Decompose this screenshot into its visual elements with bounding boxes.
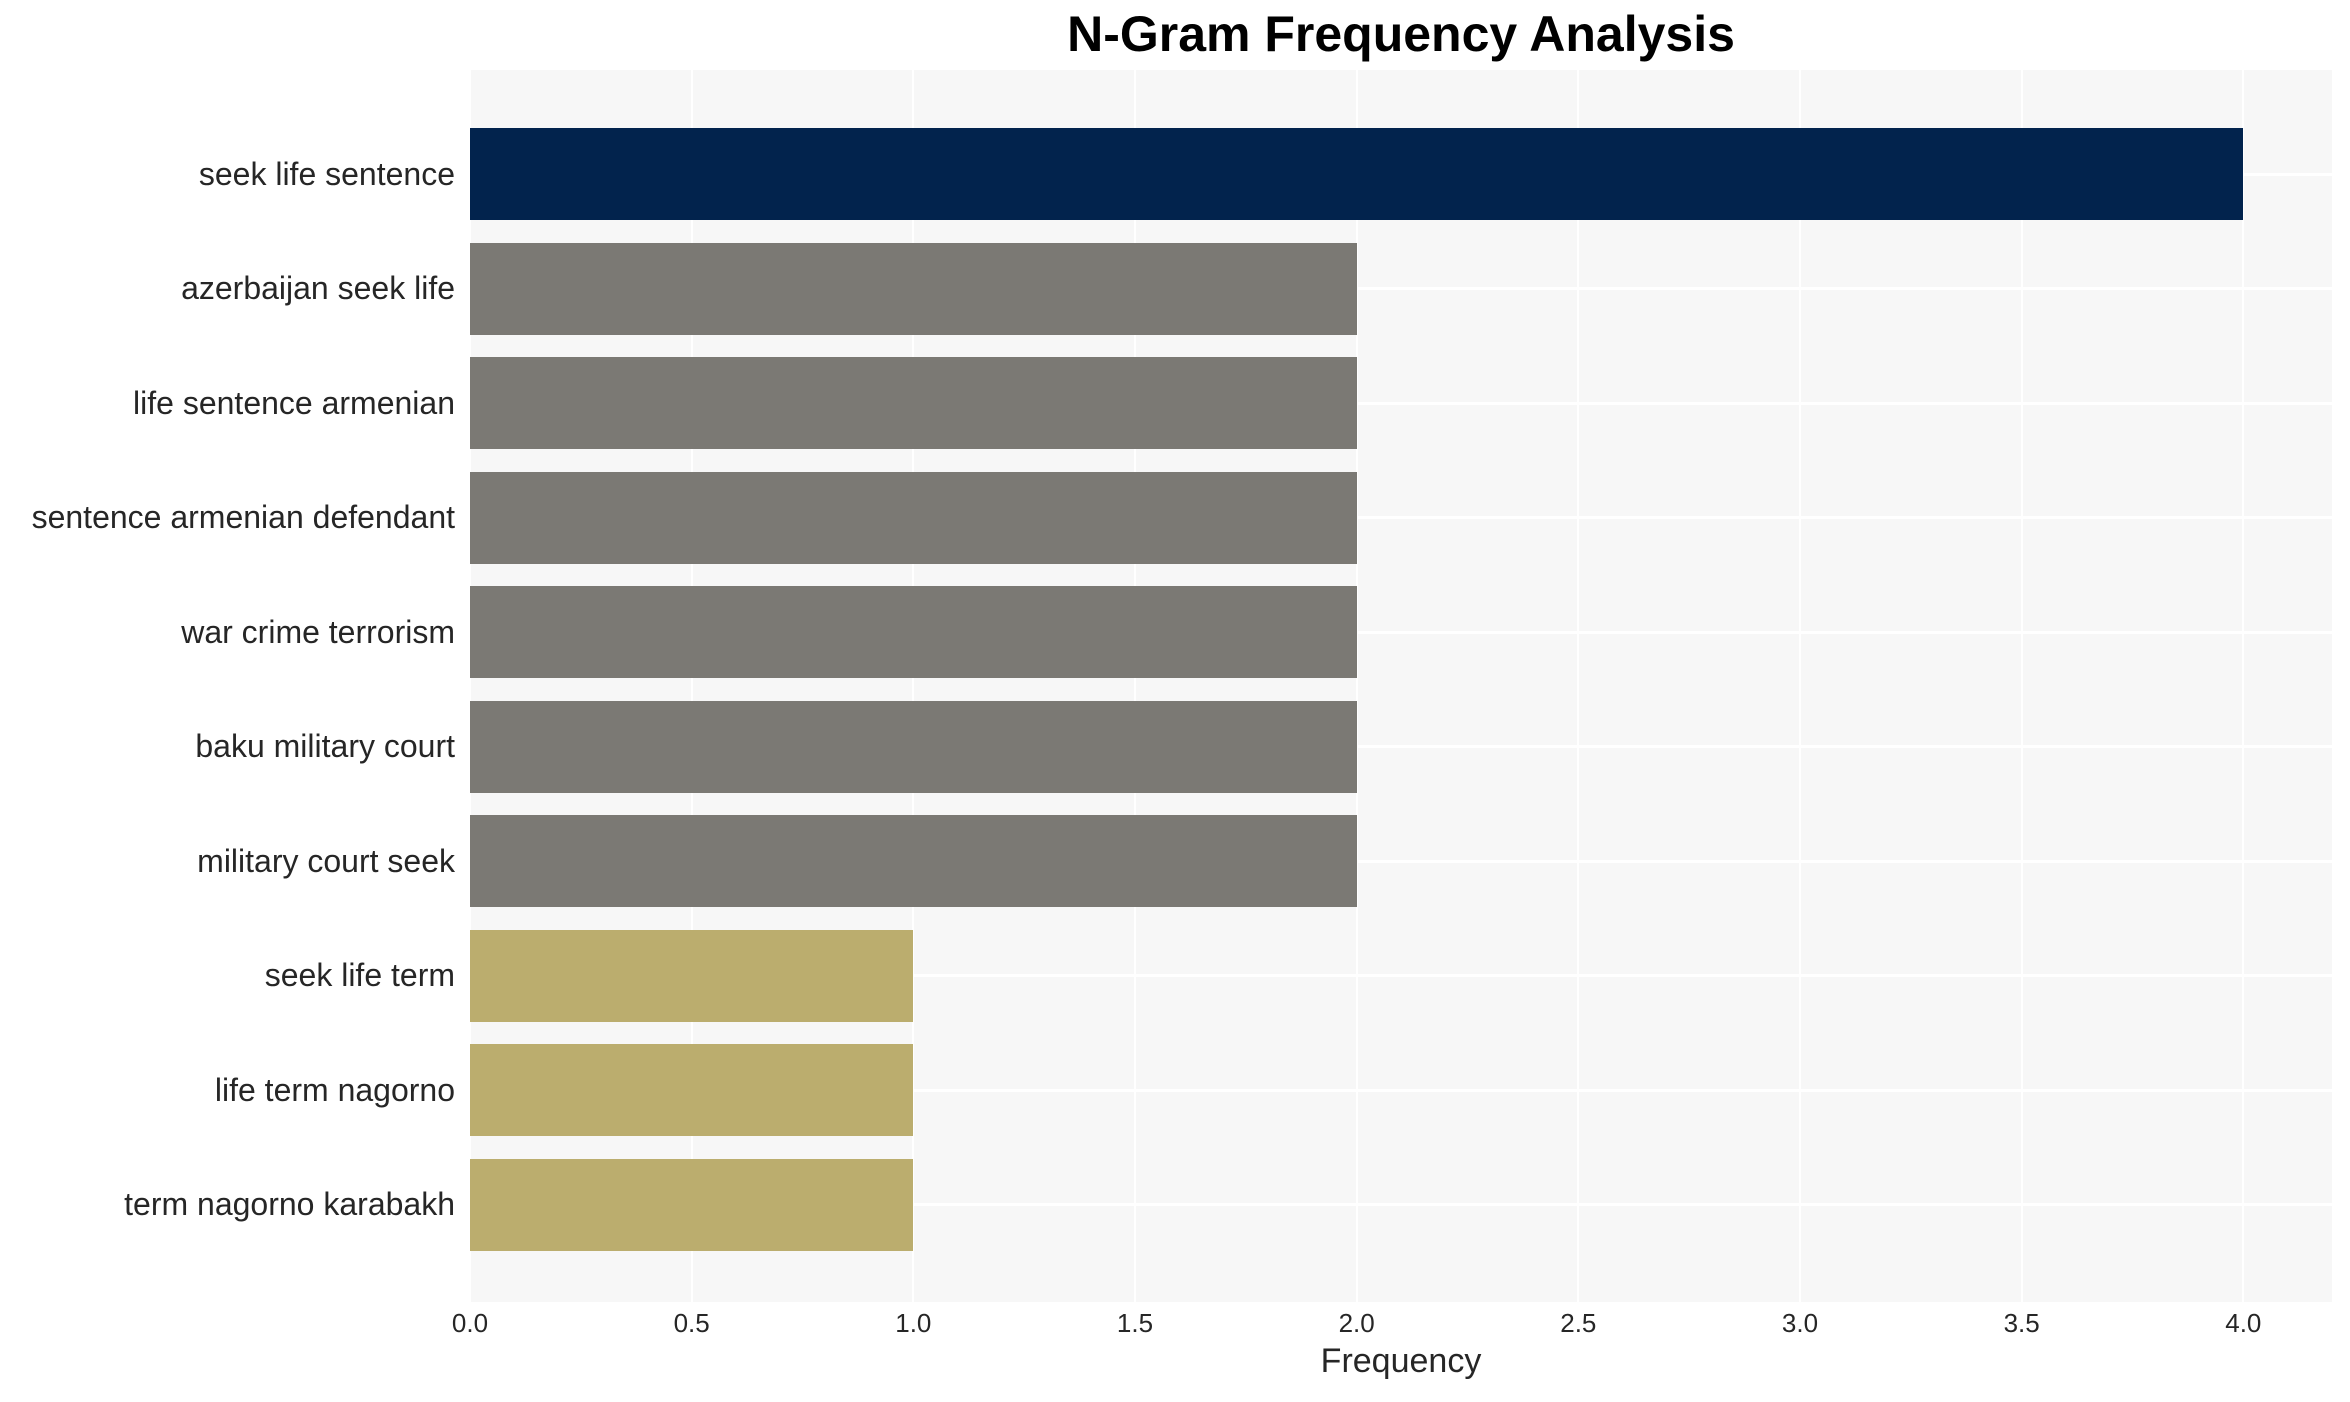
chart-title: N-Gram Frequency Analysis [1067, 6, 1735, 62]
vertical-gridline [469, 70, 471, 1302]
bar-row: life sentence armenian [0, 346, 2350, 461]
x-tick-label: 3.5 [2003, 1308, 2040, 1338]
category-label: seek life term [264, 957, 455, 994]
bar-track [470, 461, 2332, 576]
bar-row: seek life term [0, 919, 2350, 1034]
bar-track [470, 575, 2332, 690]
x-tick-label: 2.0 [1338, 1308, 1375, 1338]
x-tick-label: 0.5 [673, 1308, 710, 1338]
x-axis-label: Frequency [1320, 1342, 1482, 1380]
x-axis-ticks: 0.0 0.5 1.0 1.5 2.0 2.5 3.0 3.5 4.0 [452, 1308, 2332, 1340]
bar [470, 1044, 914, 1137]
vertical-gridline [1577, 70, 1580, 1302]
bar-track [470, 804, 2332, 919]
vertical-gridline [690, 70, 693, 1302]
x-tick-label: 0.0 [451, 1308, 489, 1338]
bar-track [470, 117, 2332, 232]
category-label: life sentence armenian [133, 384, 455, 421]
x-tick-label: 4.0 [2225, 1308, 2262, 1338]
bar-row: sentence armenian defendant [0, 461, 2350, 576]
x-tick-label: 1.5 [1116, 1308, 1154, 1338]
horizontal-gridline [470, 287, 2332, 291]
vertical-gridline [2020, 70, 2023, 1302]
bar [470, 128, 2244, 221]
x-tick-label: 1.0 [895, 1308, 932, 1338]
bar-track [470, 919, 2332, 1034]
bar-row: baku military court [0, 690, 2350, 805]
bar-row: term nagorno karabakh [0, 1148, 2350, 1263]
vertical-gridline [2242, 70, 2245, 1302]
bar-track [470, 1148, 2332, 1263]
horizontal-gridline [470, 859, 2332, 863]
vertical-gridline [1799, 70, 1801, 1302]
category-label: sentence armenian defendant [31, 499, 455, 536]
category-label: seek life sentence [198, 155, 455, 192]
bar-row: war crime terrorism [0, 575, 2350, 690]
category-label: military court seek [197, 842, 455, 879]
bar-row: seek life sentence [0, 117, 2350, 232]
category-label: term nagorno karabakh [124, 1186, 455, 1223]
bar [470, 586, 1357, 679]
bar-row: military court seek [0, 804, 2350, 919]
bar-track [470, 1033, 2332, 1148]
bar-rows: seek life sentence azerbaijan seek life li… [0, 117, 2350, 1262]
bar [470, 1158, 914, 1251]
bar-track [470, 346, 2332, 461]
category-label: baku military court [195, 728, 455, 765]
horizontal-gridline [470, 1088, 2332, 1092]
bar-row: azerbaijan seek life [0, 232, 2350, 347]
x-tick-label: 2.5 [1560, 1308, 1597, 1338]
horizontal-gridline [470, 745, 2332, 749]
bar [470, 929, 914, 1022]
bar [470, 357, 1357, 450]
vertical-gridline [912, 70, 915, 1302]
vertical-gridline [1355, 70, 1358, 1302]
bar-track [470, 232, 2332, 347]
horizontal-gridline [470, 630, 2332, 634]
category-label: life term nagorno [214, 1071, 455, 1108]
category-label: war crime terrorism [181, 613, 455, 650]
bar-track [470, 690, 2332, 805]
horizontal-gridline [470, 1203, 2332, 1207]
vertical-gridline [1134, 70, 1136, 1302]
bar [470, 815, 1357, 908]
category-label: azerbaijan seek life [181, 270, 455, 307]
horizontal-gridline [470, 516, 2332, 520]
bar-row: life term nagorno [0, 1033, 2350, 1148]
horizontal-gridline [470, 401, 2332, 405]
bar [470, 471, 1357, 564]
bar [470, 700, 1357, 793]
bar [470, 242, 1357, 335]
horizontal-gridline [470, 974, 2332, 978]
x-tick-label: 3.0 [1781, 1308, 1819, 1338]
